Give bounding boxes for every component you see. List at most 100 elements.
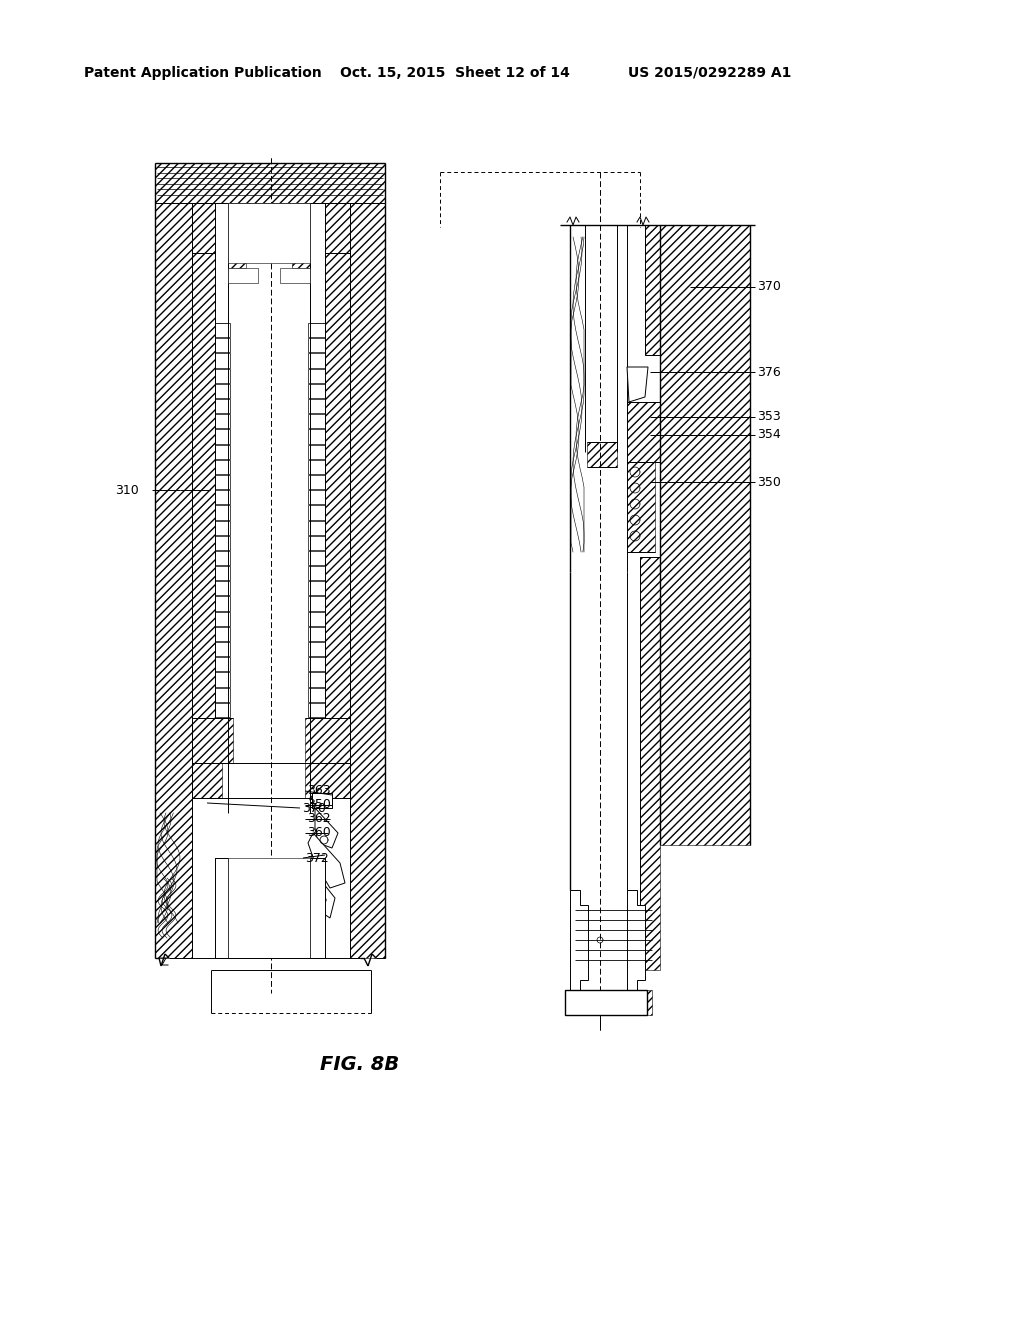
Bar [155, 203, 193, 958]
Bar [215, 550, 230, 565]
Text: 362: 362 [307, 813, 331, 825]
Bar [215, 475, 230, 490]
Bar [215, 520, 230, 535]
Bar [215, 597, 230, 611]
Bar [308, 611, 325, 626]
Bar [308, 627, 325, 642]
Polygon shape [308, 833, 345, 888]
Bar [308, 368, 325, 383]
Bar [308, 399, 325, 413]
Bar [308, 702, 325, 717]
Bar [308, 445, 325, 459]
Bar [193, 203, 215, 253]
Polygon shape [315, 808, 338, 847]
Bar [215, 611, 230, 626]
Bar [325, 253, 350, 718]
Bar [308, 475, 325, 490]
Bar [215, 354, 230, 367]
Text: 350: 350 [307, 799, 331, 812]
Bar [310, 203, 325, 323]
Bar [565, 990, 583, 1015]
Bar [325, 203, 350, 253]
Bar [640, 557, 660, 970]
Bar [215, 414, 230, 429]
Bar [215, 536, 230, 550]
Bar [228, 238, 246, 268]
Text: FIG. 8B: FIG. 8B [321, 1056, 399, 1074]
Bar [305, 763, 350, 799]
Polygon shape [627, 367, 648, 403]
Text: 360: 360 [307, 826, 331, 840]
Bar [308, 566, 325, 581]
Bar [308, 490, 325, 504]
Bar [350, 203, 385, 958]
Bar [308, 338, 325, 352]
Bar [310, 858, 325, 958]
Bar [215, 445, 230, 459]
Bar [215, 858, 228, 958]
Text: 353: 353 [757, 411, 780, 424]
Bar [215, 429, 230, 444]
Bar [155, 162, 385, 203]
Text: 310: 310 [115, 483, 138, 496]
Bar [308, 520, 325, 535]
Bar [193, 253, 215, 718]
Bar [215, 323, 230, 337]
Text: 354: 354 [757, 429, 780, 441]
Bar [308, 384, 325, 397]
Bar [215, 702, 230, 717]
Bar [565, 990, 647, 1015]
Bar [308, 581, 325, 595]
Bar [308, 657, 325, 672]
Bar [215, 688, 230, 702]
Bar [228, 203, 310, 263]
Text: Patent Application Publication: Patent Application Publication [84, 66, 322, 81]
Bar [308, 459, 325, 474]
Bar [587, 442, 617, 467]
Bar [215, 858, 228, 958]
Bar [215, 506, 230, 520]
Bar [215, 490, 230, 504]
Bar [310, 858, 325, 958]
Bar [215, 368, 230, 383]
Bar [215, 657, 230, 672]
Bar [215, 459, 230, 474]
Bar [215, 672, 230, 686]
Text: 372: 372 [305, 851, 329, 865]
Bar [193, 718, 233, 763]
Bar [634, 990, 652, 1015]
Bar [308, 536, 325, 550]
Bar [308, 414, 325, 429]
Bar [308, 506, 325, 520]
Bar [308, 642, 325, 656]
Bar [292, 238, 310, 268]
Text: 370: 370 [757, 281, 781, 293]
Bar [308, 688, 325, 702]
Bar [215, 642, 230, 656]
Bar [305, 718, 350, 763]
Text: 350: 350 [757, 475, 781, 488]
Bar [645, 224, 660, 355]
Bar [312, 793, 332, 808]
Bar [660, 224, 750, 845]
Bar [308, 672, 325, 686]
Bar [215, 384, 230, 397]
Polygon shape [627, 890, 645, 990]
Text: Oct. 15, 2015  Sheet 12 of 14: Oct. 15, 2015 Sheet 12 of 14 [340, 66, 570, 81]
Bar [308, 429, 325, 444]
Bar [308, 550, 325, 565]
Bar [308, 323, 325, 337]
Bar [215, 203, 228, 323]
Bar [215, 399, 230, 413]
Text: 376: 376 [757, 366, 780, 379]
Bar [215, 338, 230, 352]
Polygon shape [570, 890, 588, 990]
Bar [228, 268, 258, 282]
Bar [308, 354, 325, 367]
Bar [627, 403, 660, 462]
Text: US 2015/0292289 A1: US 2015/0292289 A1 [628, 66, 792, 81]
Bar [193, 763, 222, 799]
Polygon shape [308, 873, 335, 917]
Bar [215, 627, 230, 642]
Bar [308, 597, 325, 611]
